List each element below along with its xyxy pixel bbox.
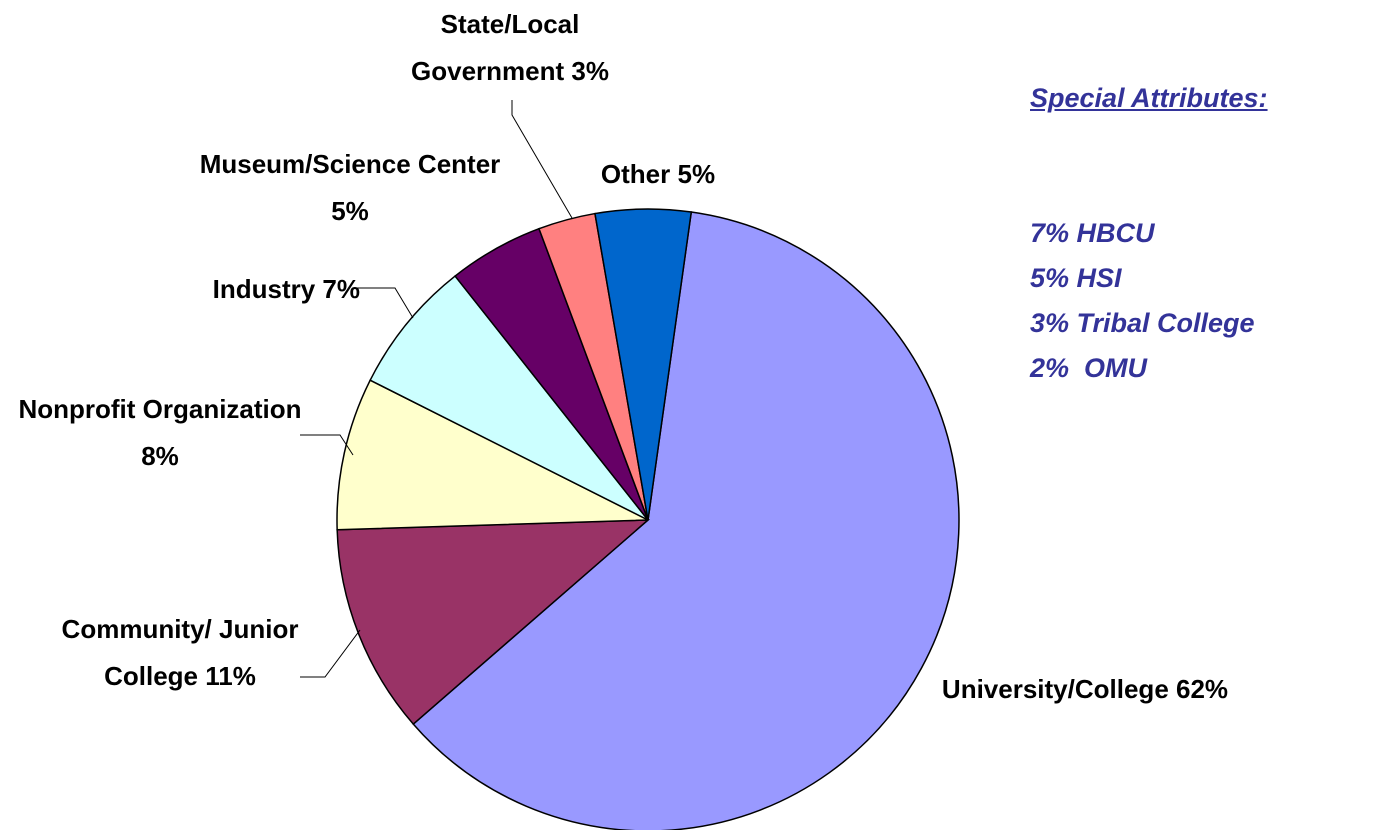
- leader-line: [300, 629, 361, 678]
- annotation-item: 7% HBCU: [1030, 218, 1155, 248]
- category-label: Museum/Science Center: [199, 149, 501, 179]
- category-label: Community/ Junior College: [61, 614, 299, 691]
- slice-label: Community/ Junior College 11%: [30, 606, 330, 700]
- category-label: Other: [600, 159, 671, 189]
- pie-slice: [412, 211, 960, 830]
- slice-label: Other 5%: [568, 151, 748, 198]
- slices: [336, 208, 960, 830]
- value-label: 8%: [141, 441, 179, 471]
- pie-slice: [594, 208, 693, 521]
- value-label: 5%: [331, 196, 369, 226]
- annotation-items: 7% HBCU 5% HSI 3% Tribal College 2% OMU: [1030, 211, 1268, 391]
- value-label: 11%: [205, 661, 256, 691]
- leader-line: [357, 287, 414, 319]
- value-label: 7%: [322, 274, 360, 304]
- value-label: 62%: [1176, 674, 1229, 704]
- value-label: 5%: [677, 159, 716, 189]
- slice-label: Nonprofit Organization 8%: [10, 386, 310, 480]
- annotation: Special Attributes: 7% HBCU 5% HSI 3% Trib…: [1030, 0, 1268, 436]
- value-label: 3%: [571, 56, 609, 86]
- slice-label: University/College 62%: [915, 666, 1255, 713]
- annotation-item: 3% Tribal College: [1030, 308, 1255, 338]
- annotation-title: Special Attributes:: [1030, 83, 1268, 113]
- category-label: University/College: [941, 674, 1169, 704]
- annotation-item: 2% OMU: [1030, 353, 1148, 383]
- leader-line: [300, 434, 354, 456]
- slice-label: Industry 7%: [150, 266, 360, 313]
- slice-label: Museum/Science Center 5%: [195, 141, 505, 235]
- category-label: Nonprofit Organization: [18, 394, 302, 424]
- annotation-item: 5% HSI: [1030, 263, 1122, 293]
- leader-lines: [300, 100, 573, 678]
- slice-label: State/Local Government 3%: [370, 1, 650, 95]
- pie-slice: [336, 379, 649, 531]
- pie-slice: [336, 519, 651, 726]
- leader-line: [511, 100, 573, 219]
- category-label: State/Local Government: [411, 9, 580, 86]
- category-label: Industry: [212, 274, 316, 304]
- pie-slice: [369, 275, 649, 521]
